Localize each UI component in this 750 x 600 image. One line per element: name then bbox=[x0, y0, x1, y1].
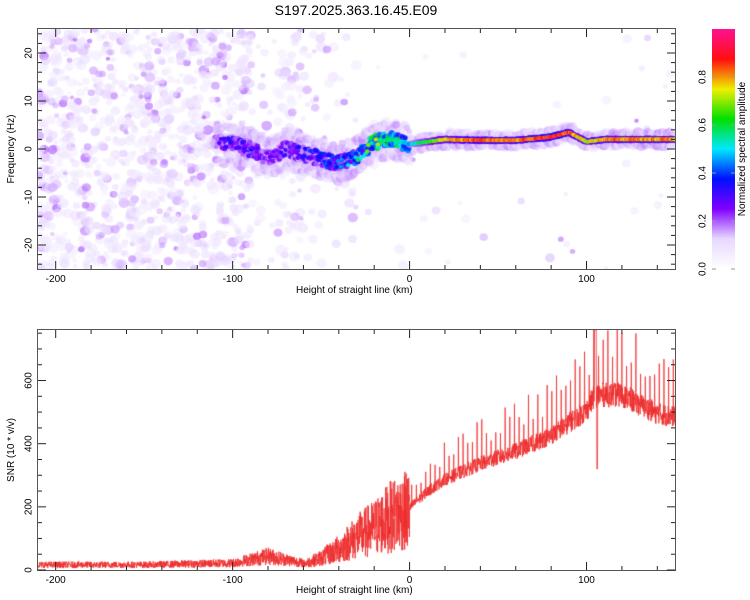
x-tick-label: -200 bbox=[46, 575, 66, 586]
y-tick-label: 10 bbox=[24, 95, 35, 107]
y-tick-label: 0 bbox=[24, 567, 35, 573]
y-tick-label: -10 bbox=[24, 189, 35, 204]
figure-title: S197.2025.363.16.45.E09 bbox=[274, 2, 438, 18]
colorbar-tick-label: 0.8 bbox=[698, 70, 709, 84]
spectrogram-x-label: Height of straight line (km) bbox=[296, 285, 413, 296]
spectrogram-heatmap bbox=[38, 29, 675, 269]
snr-x-label: Height of straight line (km) bbox=[296, 585, 413, 596]
x-tick-label: -200 bbox=[46, 274, 66, 285]
y-tick-label: 400 bbox=[24, 435, 35, 452]
colorbar-tick-label: 0.0 bbox=[698, 262, 709, 276]
y-tick-label: 200 bbox=[24, 498, 35, 515]
snr-line-plot bbox=[38, 330, 675, 570]
x-tick-label: 0 bbox=[407, 575, 413, 586]
y-tick-label: 0 bbox=[24, 146, 35, 152]
colorbar bbox=[712, 29, 735, 269]
colorbar-tick-label: 0.6 bbox=[698, 118, 709, 132]
colorbar-tick-label: 0.2 bbox=[698, 214, 709, 228]
x-tick-label: 100 bbox=[578, 274, 595, 285]
y-tick-label: 600 bbox=[24, 372, 35, 389]
colorbar-tick-label: 0.4 bbox=[698, 166, 709, 180]
spectrogram-frame bbox=[37, 28, 676, 270]
colorbar-axes: 0.0 0.2 0.4 0.6 0.8 bbox=[698, 70, 735, 276]
y-tick-label: -20 bbox=[24, 237, 35, 252]
snr-frame bbox=[37, 329, 676, 571]
x-tick-label: -100 bbox=[223, 575, 243, 586]
snr-y-label: SNR (10 * v/v) bbox=[6, 418, 17, 482]
x-tick-label: 0 bbox=[407, 274, 413, 285]
x-tick-label: 100 bbox=[578, 575, 595, 586]
y-tick-label: 20 bbox=[24, 47, 35, 59]
x-tick-label: -100 bbox=[223, 274, 243, 285]
